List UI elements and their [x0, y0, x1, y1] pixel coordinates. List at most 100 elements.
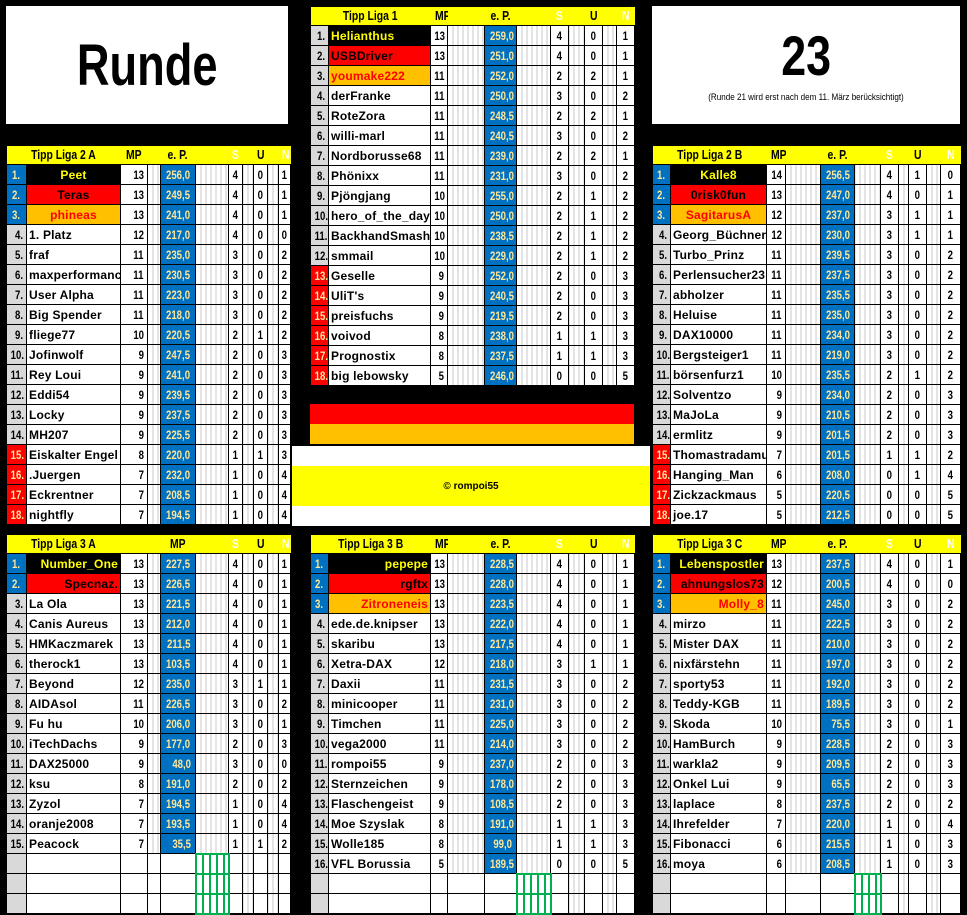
table-row[interactable]: 3. SagitarusA 12 237,0 3 1 1: [652, 204, 962, 225]
table-row[interactable]: 1. Kalle8 14 256,5 4 1 0: [652, 164, 962, 185]
table-row[interactable]: 11. warkla2 9 209,5 2 0 3: [652, 753, 962, 774]
table-row[interactable]: 17. Eckrentner 7 208,5 1 0 4: [6, 484, 291, 505]
table-row[interactable]: 12. ksu 8 191,0 2 0 2: [6, 773, 291, 794]
table-row[interactable]: 6. therock1 13 103,5 4 0 1: [6, 653, 291, 674]
table-row[interactable]: 8. Phönixx 11 231,0 3 0 2: [310, 165, 636, 186]
table-row[interactable]: 10. iTechDachs 9 177,0 2 0 3: [6, 733, 291, 754]
table-row[interactable]: 10. vega2000 11 214,0 3 0 2: [310, 733, 636, 754]
table-row[interactable]: 15. Wolle185 8 99,0 1 1 3: [310, 833, 636, 854]
table-row[interactable]: 13. MaJoLa 9 210,5 2 0 3: [652, 404, 962, 425]
table-row[interactable]: 7. Daxii 11 231,5 3 0 2: [310, 673, 636, 694]
table-row[interactable]: 5. Turbo_Prinz 11 239,5 3 0 2: [652, 244, 962, 265]
table-row[interactable]: 5. Mister DAX 11 210,0 3 0 2: [652, 633, 962, 654]
table-row[interactable]: 1. Number_One 13 227,5 4 0 1: [6, 553, 291, 574]
table-row[interactable]: 6. Perlensucher23 11 237,5 3 0 2: [652, 264, 962, 285]
table-row[interactable]: 2. ahnungslos73 12 200,5 4 0 0: [652, 573, 962, 594]
table-row[interactable]: 9. Pjöngjang 10 255,0 2 1 2: [310, 185, 636, 206]
table-row[interactable]: 7. Beyond 12 235,0 3 1 1: [6, 673, 291, 694]
table-row[interactable]: 4. mirzo 11 222,5 3 0 2: [652, 613, 962, 634]
table-row[interactable]: 18. joe.17 5 212,5 0 0 5: [652, 504, 962, 525]
table-row[interactable]: 12. Sternzeichen 9 178,0 2 0 3: [310, 773, 636, 794]
table-row[interactable]: 10. Jofinwolf 9 247,5 2 0 3: [6, 344, 291, 365]
table-row[interactable]: 9. Skoda 10 75,5 3 0 1: [652, 713, 962, 734]
table-row[interactable]: 16. voivod 8 238,0 1 1 3: [310, 325, 636, 346]
table-row[interactable]: 1. pepepe 13 228,5 4 0 1: [310, 553, 636, 574]
table-row[interactable]: 3. phineas 13 241,0 4 0 1: [6, 204, 291, 225]
table-row[interactable]: 4. derFranke 11 250,0 3 0 2: [310, 85, 636, 106]
table-row[interactable]: 15. Eiskalter Engel 8 220,0 1 1 3: [6, 444, 291, 465]
table-row[interactable]: 10. hero_of_the_day 10 250,0 2 1 2: [310, 205, 636, 226]
table-row[interactable]: 1. Lebenspostler 13 237,5 4 0 1: [652, 553, 962, 574]
table-row[interactable]: 17. Prognostix 8 237,5 1 1 3: [310, 345, 636, 366]
table-row[interactable]: 13. Zyzol 7 194,5 1 0 4: [6, 793, 291, 814]
table-row[interactable]: 14. Ihrefelder 7 220,0 1 0 4: [652, 813, 962, 834]
table-row[interactable]: 18. nightfly 7 194,5 1 0 4: [6, 504, 291, 525]
table-row[interactable]: 14. UliT's 9 240,5 2 0 3: [310, 285, 636, 306]
table-row[interactable]: 2. Teras 13 249,5 4 0 1: [6, 184, 291, 205]
table-row[interactable]: 12. Eddi54 9 239,5 2 0 3: [6, 384, 291, 405]
table-row[interactable]: 3. Zitroneneis 13 223,5 4 0 1: [310, 593, 636, 614]
table-row[interactable]: 13. Locky 9 237,5 2 0 3: [6, 404, 291, 425]
table-row[interactable]: 8. minicooper 11 231,0 3 0 2: [310, 693, 636, 714]
table-row[interactable]: 10. HamBurch 9 228,5 2 0 3: [652, 733, 962, 754]
table-row[interactable]: 16. moya 6 208,5 1 0 3: [652, 853, 962, 874]
table-row[interactable]: 15. preisfuchs 9 219,5 2 0 3: [310, 305, 636, 326]
table-row[interactable]: 2. rgftx 13 228,0 4 0 1: [310, 573, 636, 594]
table-row[interactable]: 9. fliege77 10 220,5 2 1 2: [6, 324, 291, 345]
table-row[interactable]: 15. Peacock 7 35,5 1 1 2: [6, 833, 291, 854]
table-row[interactable]: 14. oranje2008 7 193,5 1 0 4: [6, 813, 291, 834]
table-row[interactable]: 14. ermlitz 9 201,5 2 0 3: [652, 424, 962, 445]
table-row[interactable]: 14. MH207 9 225,5 2 0 3: [6, 424, 291, 445]
table-row[interactable]: 11. Rey Loui 9 241,0 2 0 3: [6, 364, 291, 385]
table-row[interactable]: 10. Bergsteiger1 11 219,0 3 0 2: [652, 344, 962, 365]
table-row[interactable]: 9. DAX10000 11 234,0 3 0 2: [652, 324, 962, 345]
table-row[interactable]: 12. Solventzo 9 234,0 2 0 3: [652, 384, 962, 405]
table-row[interactable]: 2. Specnaz. 13 226,5 4 0 1: [6, 573, 291, 594]
table-row[interactable]: 5. HMKaczmarek 13 211,5 4 0 1: [6, 633, 291, 654]
table-row[interactable]: 6. Xetra-DAX 12 218,0 3 1 1: [310, 653, 636, 674]
table-row[interactable]: 5. skaribu 13 217,5 4 0 1: [310, 633, 636, 654]
table-row[interactable]: 4. Canis Aureus 13 212,0 4 0 1: [6, 613, 291, 634]
table-row[interactable]: 2. 0risk0fun 13 247,0 4 0 1: [652, 184, 962, 205]
table-row[interactable]: 9. Fu hu 10 206,0 3 0 1: [6, 713, 291, 734]
table-row[interactable]: 7. abholzer 11 235,5 3 0 2: [652, 284, 962, 305]
table-row[interactable]: 17. Zickzackmaus 5 220,5 0 0 5: [652, 484, 962, 505]
table-row[interactable]: 5. RoteZora 11 248,5 2 2 1: [310, 105, 636, 126]
table-row[interactable]: 13. Geselle 9 252,0 2 0 3: [310, 265, 636, 286]
table-row[interactable]: 4. ede.de.knipser 13 222,0 4 0 1: [310, 613, 636, 634]
table-row[interactable]: 7. User Alpha 11 223,0 3 0 2: [6, 284, 291, 305]
table-row[interactable]: 4. 1. Platz 12 217,0 4 0 0: [6, 224, 291, 245]
table-row[interactable]: 8. AIDAsol 11 226,5 3 0 2: [6, 693, 291, 714]
table-row[interactable]: 16. VFL Borussia 5 189,5 0 0 5: [310, 853, 636, 874]
table-row[interactable]: 8. Teddy-KGB 11 189,5 3 0 2: [652, 693, 962, 714]
table-row[interactable]: 15. Fibonacci 6 215,5 1 0 3: [652, 833, 962, 854]
table-row[interactable]: 6. willi-marl 11 240,5 3 0 2: [310, 125, 636, 146]
table-row[interactable]: 8. Big Spender 11 218,0 3 0 2: [6, 304, 291, 325]
table-row[interactable]: 11. börsenfurz1 10 235,5 2 1 2: [652, 364, 962, 385]
table-row[interactable]: 2. USBDriver 13 251,0 4 0 1: [310, 45, 636, 66]
table-row[interactable]: 11. BackhandSmash 10 238,5 2 1 2: [310, 225, 636, 246]
table-row[interactable]: 7. sporty53 11 192,0 3 0 2: [652, 673, 962, 694]
table-row[interactable]: 16. Hanging_Man 6 208,0 0 1 4: [652, 464, 962, 485]
table-row[interactable]: 7. Nordborusse68 11 239,0 2 2 1: [310, 145, 636, 166]
table-row[interactable]: 6. maxperformance 11 230,5 3 0 2: [6, 264, 291, 285]
table-row[interactable]: 1. Peet 13 256,0 4 0 1: [6, 164, 291, 185]
table-row[interactable]: 6. nixfärstehn 11 197,0 3 0 2: [652, 653, 962, 674]
table-row[interactable]: 15. Thomastradamus 7 201,5 1 1 2: [652, 444, 962, 465]
table-row[interactable]: 13. Flaschengeist 9 108,5 2 0 3: [310, 793, 636, 814]
table-row[interactable]: 9. Timchen 11 225,0 3 0 2: [310, 713, 636, 734]
table-row[interactable]: 13. laplace 8 237,5 2 0 2: [652, 793, 962, 814]
table-row[interactable]: 11. rompoi55 9 237,0 2 0 3: [310, 753, 636, 774]
table-row[interactable]: 14. Moe Szyslak 8 191,0 1 1 3: [310, 813, 636, 834]
table-row[interactable]: 12. smmail 10 229,0 2 1 2: [310, 245, 636, 266]
table-row[interactable]: 18. big lebowsky 5 246,0 0 0 5: [310, 365, 636, 386]
table-row[interactable]: 8. Heluise 11 235,0 3 0 2: [652, 304, 962, 325]
table-row[interactable]: 11. DAX25000 9 48,0 3 0 0: [6, 753, 291, 774]
table-row[interactable]: 3. La Ola 13 221,5 4 0 1: [6, 593, 291, 614]
table-row[interactable]: 16. .Juergen 7 232,0 1 0 4: [6, 464, 291, 485]
table-row[interactable]: 12. Onkel Lui 9 65,5 2 0 3: [652, 773, 962, 794]
table-row[interactable]: 3. youmake222 11 252,0 2 2 1: [310, 65, 636, 86]
table-row[interactable]: 1. Helianthus 13 259,0 4 0 1: [310, 25, 636, 46]
table-row[interactable]: 5. fraf 11 235,0 3 0 2: [6, 244, 291, 265]
table-row[interactable]: 3. Molly_8 11 245,0 3 0 2: [652, 593, 962, 614]
